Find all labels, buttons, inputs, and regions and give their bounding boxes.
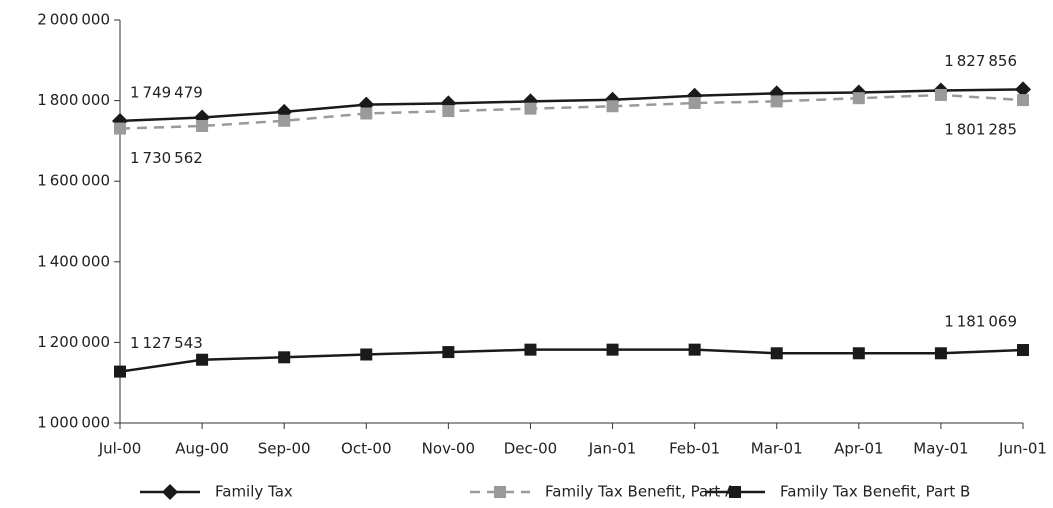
data-point xyxy=(770,347,783,360)
data-point xyxy=(278,114,291,127)
data-point xyxy=(606,343,619,356)
x-tick-label: Feb-01 xyxy=(669,440,720,458)
data-point xyxy=(524,102,537,115)
data-point xyxy=(1015,81,1031,98)
data-point xyxy=(934,347,947,360)
y-tick-label: 1 000 000 xyxy=(37,414,110,432)
data-label: 1 749 479 xyxy=(130,83,203,101)
data-point xyxy=(442,346,455,359)
legend-label: Family Tax xyxy=(215,483,293,501)
data-point xyxy=(852,92,865,105)
x-tick-label: Jul-00 xyxy=(98,440,142,458)
data-point xyxy=(524,343,537,356)
x-tick-label: Dec-00 xyxy=(504,440,558,458)
data-point xyxy=(770,95,783,108)
legend-label: Family Tax Benefit, Part B xyxy=(780,483,970,501)
series-line xyxy=(119,93,1024,130)
data-point xyxy=(114,122,126,135)
data-point xyxy=(1017,94,1029,107)
data-label: 1 801 285 xyxy=(944,121,1017,139)
data-point xyxy=(360,348,373,361)
x-tick-label: Jan-01 xyxy=(588,440,637,458)
data-point xyxy=(606,100,619,113)
x-tick-label: Apr-01 xyxy=(834,440,884,458)
data-point xyxy=(688,343,701,356)
y-tick-label: 1 600 000 xyxy=(37,172,110,190)
y-tick-label: 1 800 000 xyxy=(37,91,110,109)
data-label: 1 827 856 xyxy=(944,52,1017,70)
x-tick-label: May-01 xyxy=(913,440,968,458)
data-label: 1 127 543 xyxy=(130,334,203,352)
data-point xyxy=(196,353,209,366)
data-point xyxy=(196,119,209,132)
data-point xyxy=(360,107,373,120)
series-line xyxy=(119,88,1024,123)
legend-marker xyxy=(494,486,506,498)
data-point xyxy=(278,351,291,364)
data-point xyxy=(114,365,126,378)
x-tick-label: Aug-00 xyxy=(175,440,229,458)
series-line xyxy=(119,348,1024,373)
data-point xyxy=(1017,344,1029,357)
data-point xyxy=(852,347,865,360)
y-tick-label: 1 200 000 xyxy=(37,333,110,351)
y-tick-label: 1 400 000 xyxy=(37,252,110,270)
legend-label: Family Tax Benefit, Part A xyxy=(545,483,736,501)
y-tick-label: 2 000 000 xyxy=(37,11,110,29)
x-tick-label: Sep-00 xyxy=(258,440,311,458)
x-tick-label: Jun-01 xyxy=(998,440,1047,458)
data-label: 1 730 562 xyxy=(130,149,203,167)
legend-marker xyxy=(729,486,741,498)
legend-marker xyxy=(162,484,178,500)
x-tick-label: Nov-00 xyxy=(422,440,475,458)
data-point xyxy=(688,97,701,110)
data-label: 1 181 069 xyxy=(944,313,1017,331)
data-point xyxy=(442,105,455,118)
x-tick-label: Mar-01 xyxy=(751,440,803,458)
data-point xyxy=(934,88,947,101)
x-tick-label: Oct-00 xyxy=(341,440,391,458)
